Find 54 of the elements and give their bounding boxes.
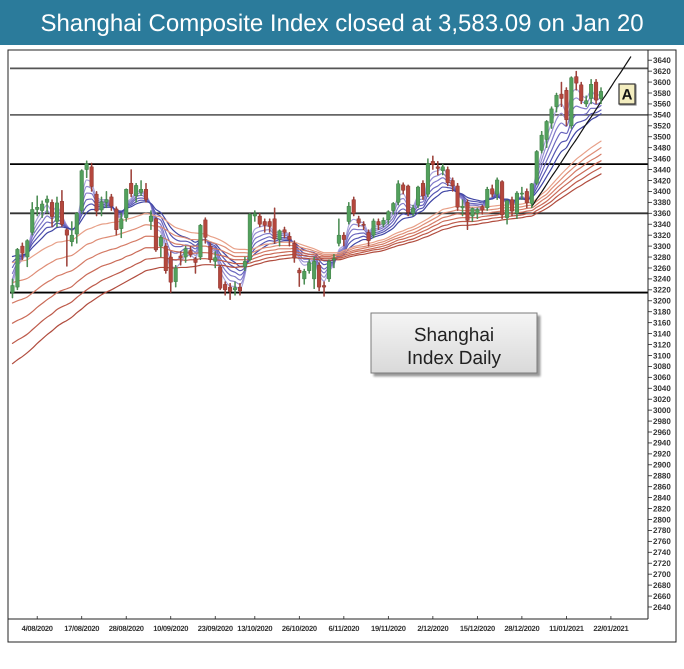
y-tick-label: 3060: [653, 373, 672, 382]
annotation: Shanghai Index Daily: [407, 325, 502, 369]
y-tick-label: 3620: [653, 66, 672, 76]
y-tick-label: 3200: [653, 296, 672, 306]
y-tick-label: 3180: [653, 308, 672, 317]
y-tick-label: 3000: [653, 406, 672, 415]
y-tick-label: 2920: [653, 450, 672, 459]
y-tick-label: 3480: [653, 143, 672, 152]
y-tick-label: 3020: [653, 395, 672, 404]
y-tick-label: 3580: [653, 88, 672, 98]
y-tick-label: 2680: [653, 580, 672, 590]
y-tick-label: 3220: [653, 286, 672, 295]
y-tick-label: 3360: [653, 209, 672, 218]
chart-title: Shanghai Composite Index closed at 3,583.09 on Jan 20: [40, 10, 644, 37]
y-tick-label: 3320: [653, 230, 672, 240]
y-tick-label: 3280: [653, 252, 672, 262]
y-tick-label: 3400: [653, 187, 672, 196]
y-tick-label: 2880: [653, 472, 672, 481]
y-tick-label: 2800: [653, 515, 672, 524]
y-tick-label: 3080: [653, 362, 672, 372]
y-tick-label: 2640: [653, 602, 672, 612]
y-tick-label: 3560: [653, 100, 672, 109]
annotation: A: [622, 86, 633, 104]
y-tick-label: 2900: [653, 460, 672, 470]
y-tick-label: 2720: [653, 559, 672, 568]
y-tick-label: 3300: [653, 242, 672, 251]
y-tick-label: 3520: [653, 122, 672, 131]
y-tick-label: 3600: [653, 78, 672, 87]
y-tick-label: 3420: [653, 176, 672, 186]
y-tick-label: 2860: [653, 482, 672, 492]
y-tick-label: 3100: [653, 351, 672, 360]
y-tick-label: 2840: [653, 493, 672, 502]
y-tick-label: 2780: [653, 526, 672, 536]
y-tick-label: 3160: [653, 318, 672, 328]
y-tick-label: 3120: [653, 340, 672, 350]
y-tick-label: 3540: [653, 110, 672, 120]
y-tick-label: 3040: [653, 384, 672, 394]
y-tick-label: 3140: [653, 329, 672, 338]
y-tick-label: 3380: [653, 198, 672, 208]
y-tick-label: 3240: [653, 274, 672, 284]
y-tick-label: 2960: [653, 428, 672, 437]
y-tick-label: 3640: [653, 56, 672, 65]
y-tick-label: 2820: [653, 504, 672, 514]
y-tick-label: 3260: [653, 264, 672, 273]
y-tick-label: 3340: [653, 220, 672, 230]
y-tick-label: 3500: [653, 132, 672, 142]
y-tick-label: 2660: [653, 592, 672, 601]
y-tick-label: 2700: [653, 570, 672, 579]
y-tick-label: 2940: [653, 438, 672, 448]
y-tick-label: 2740: [653, 548, 672, 558]
y-tick-label: 2760: [653, 537, 672, 546]
y-tick-label: 2980: [653, 416, 672, 426]
y-tick-label: 3440: [653, 165, 672, 174]
y-tick-label: 3460: [653, 154, 672, 164]
